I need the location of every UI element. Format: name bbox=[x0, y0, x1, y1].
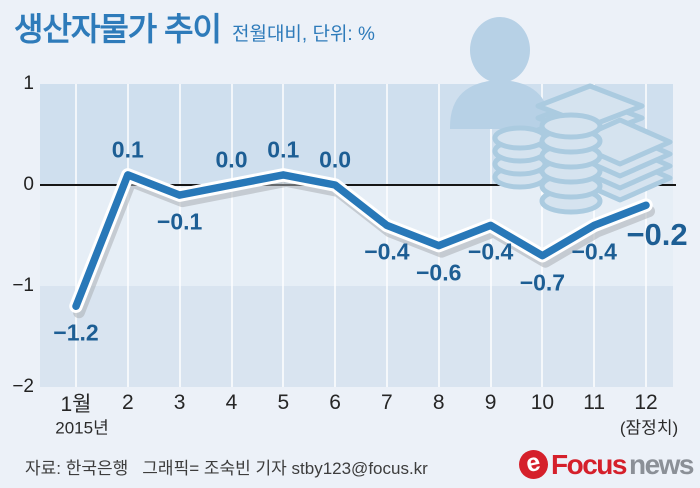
logo-text-focus: Focus bbox=[551, 448, 627, 480]
x-tick-label: 6 bbox=[329, 391, 341, 414]
y-tick-label: −1 bbox=[12, 275, 34, 296]
x-tick-label: 10 bbox=[530, 391, 555, 414]
x-tick-label: 8 bbox=[432, 391, 445, 414]
focusnews-circle-e-icon: e bbox=[516, 447, 551, 482]
coin-stack-icon bbox=[492, 112, 603, 215]
focusnews-logo: e Focus news bbox=[516, 447, 695, 482]
y-tick-label: −2 bbox=[12, 376, 34, 397]
x-tick-label: 4 bbox=[225, 391, 238, 414]
band-minus1-to-minus2 bbox=[40, 286, 673, 387]
x-tick-label: 11 bbox=[583, 391, 606, 414]
gridline bbox=[126, 84, 129, 387]
x-tick-label: 7 bbox=[381, 391, 393, 414]
person-silhouette-icon bbox=[450, 17, 550, 129]
y-tick-label: 1 bbox=[23, 73, 34, 94]
gridline bbox=[75, 84, 77, 387]
x-tick-label: 5 bbox=[277, 391, 290, 414]
gridline bbox=[334, 84, 337, 387]
page-title: 생산자물가 추이 bbox=[14, 11, 222, 47]
y-tick-label: 0 bbox=[23, 174, 34, 195]
x-tick-label: 2 bbox=[121, 391, 134, 414]
graphic-credit-text: 그래픽= 조숙빈 기자 stby123@focus.kr bbox=[142, 459, 428, 478]
source-text: 자료: 한국은행 bbox=[25, 459, 129, 478]
x-axis-provisional-note: (잠정치) bbox=[619, 418, 679, 438]
x-axis-year-note: 2015년 bbox=[55, 418, 109, 438]
money-illustration bbox=[450, 17, 673, 215]
footer-credits: 자료: 한국은행 그래픽= 조숙빈 기자 stby123@focus.kr bbox=[25, 454, 428, 479]
gridline bbox=[178, 84, 181, 387]
logo-text-news: news bbox=[628, 448, 695, 480]
x-tick-label: 9 bbox=[484, 391, 497, 414]
gridline bbox=[282, 84, 285, 387]
gridline bbox=[385, 84, 388, 387]
x-tick-label: 1월 bbox=[60, 393, 92, 416]
x-tick-label: 12 bbox=[634, 391, 658, 414]
header: 생산자물가 추이 전월대비, 단위: % bbox=[14, 11, 375, 47]
x-tick-label: 3 bbox=[173, 391, 186, 414]
chart-subtitle: 전월대비, 단위: % bbox=[231, 24, 375, 46]
gridline bbox=[230, 84, 233, 387]
